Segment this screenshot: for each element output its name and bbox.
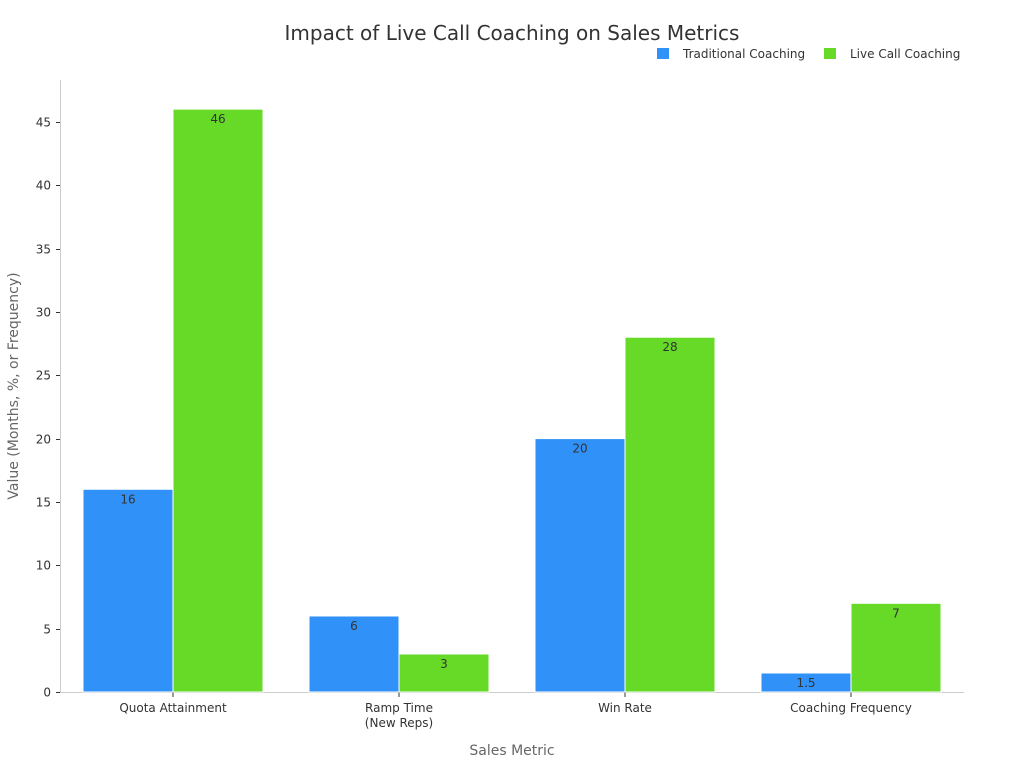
x-tick-label: Quota Attainment <box>119 701 227 715</box>
legend-label: Live Call Coaching <box>850 47 960 61</box>
y-tick-label: 0 <box>43 686 51 700</box>
data-label: 46 <box>210 112 225 126</box>
y-tick-label: 40 <box>36 179 51 193</box>
y-tick-label: 20 <box>36 433 51 447</box>
data-label: 20 <box>572 442 587 456</box>
y-tick-label: 45 <box>36 116 51 130</box>
bar <box>624 336 716 693</box>
y-tick-label: 5 <box>43 623 51 637</box>
x-tick-label: (New Reps) <box>365 716 433 730</box>
x-axis: Quota Attainment Ramp Time(New Reps) Win R… <box>60 692 964 730</box>
data-label: 3 <box>440 657 448 671</box>
bar <box>398 653 490 693</box>
y-tick-label: 25 <box>36 369 51 383</box>
x-tick-label: Win Rate <box>598 701 652 715</box>
bar <box>308 615 400 693</box>
bars <box>82 108 942 693</box>
legend-label: Traditional Coaching <box>682 47 805 61</box>
bar <box>82 488 174 693</box>
y-tick-label: 15 <box>36 496 51 510</box>
data-label: 6 <box>350 619 358 633</box>
data-label: 1.5 <box>796 676 815 690</box>
bar <box>850 602 942 693</box>
data-label: 28 <box>662 340 677 354</box>
x-axis-label: Sales Metric <box>469 743 554 759</box>
legend-swatch <box>657 48 669 59</box>
legend: Traditional Coaching Live Call Coaching <box>657 47 960 61</box>
y-tick-label: 10 <box>36 559 51 573</box>
y-tick-label: 35 <box>36 243 51 257</box>
x-tick-label: Ramp Time <box>365 701 433 715</box>
bar <box>172 108 264 693</box>
x-tick-label: Coaching Frequency <box>790 701 912 715</box>
legend-swatch <box>824 48 836 59</box>
chart-title: Impact of Live Call Coaching on Sales Me… <box>285 21 740 45</box>
data-labels: 16 46 6 3 20 28 1.5 7 <box>120 112 899 690</box>
bar <box>534 438 626 693</box>
y-tick-label: 30 <box>36 306 51 320</box>
data-label: 16 <box>120 492 135 506</box>
y-axis-label: Value (Months, %, or Frequency) <box>6 272 22 499</box>
y-axis: 0 5 10 15 20 25 30 35 40 45 <box>36 80 61 700</box>
data-label: 7 <box>892 606 900 620</box>
